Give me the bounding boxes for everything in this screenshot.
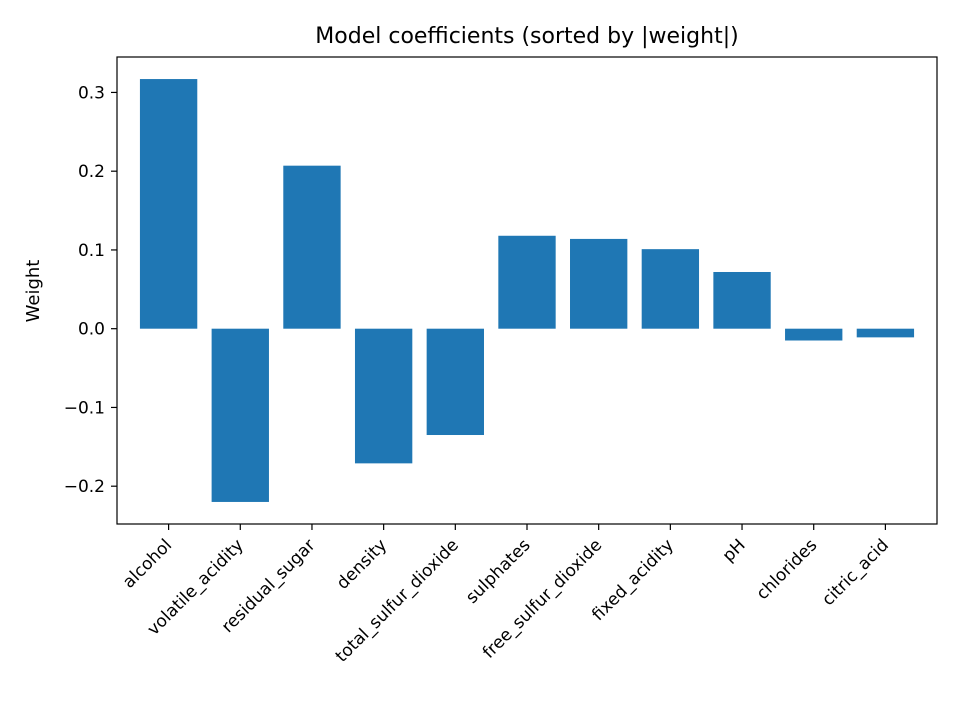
bars-group — [139, 79, 915, 502]
bar-fixed_acidity — [641, 249, 700, 329]
y-tick-label: 0.0 — [78, 320, 105, 340]
x-tick-label: citric_acid — [818, 535, 893, 610]
x-tick-label: pH — [719, 535, 750, 566]
y-tick-label: 0.3 — [78, 83, 105, 103]
bar-free_sulfur_dioxide — [570, 238, 628, 329]
bar-citric_acid — [856, 328, 915, 338]
y-axis-ticks: −0.2 −0.1 0.0 0.1 0.2 0.3 — [64, 83, 117, 497]
x-tick-label: density — [333, 535, 391, 593]
bar-total_sulfur_dioxide — [426, 328, 484, 436]
bar-residual_sugar — [283, 165, 341, 329]
x-tick-label: free_sulfur_dioxide — [479, 535, 606, 662]
y-axis-label: Weight — [23, 260, 44, 323]
x-tick-label: chlorides — [753, 535, 822, 604]
bar-pH — [713, 271, 771, 329]
y-tick-label: 0.1 — [78, 241, 105, 261]
bar-alcohol — [139, 79, 198, 329]
bar-density — [354, 328, 413, 464]
bar-sulphates — [498, 235, 556, 329]
x-tick-label: total_sulfur_dioxide — [332, 535, 463, 666]
plot-area-frame — [116, 56, 938, 525]
y-tick-label: 0.2 — [78, 162, 105, 182]
x-tick-label: sulphates — [462, 535, 534, 607]
bar-volatile_acidity — [211, 328, 269, 502]
x-tick-label: alcohol — [119, 535, 176, 592]
chart-title: Model coefficients (sorted by |weight|) — [315, 24, 738, 49]
y-tick-label: −0.2 — [64, 477, 105, 497]
bar-chlorides — [785, 328, 843, 341]
y-tick-label: −0.1 — [64, 398, 105, 418]
